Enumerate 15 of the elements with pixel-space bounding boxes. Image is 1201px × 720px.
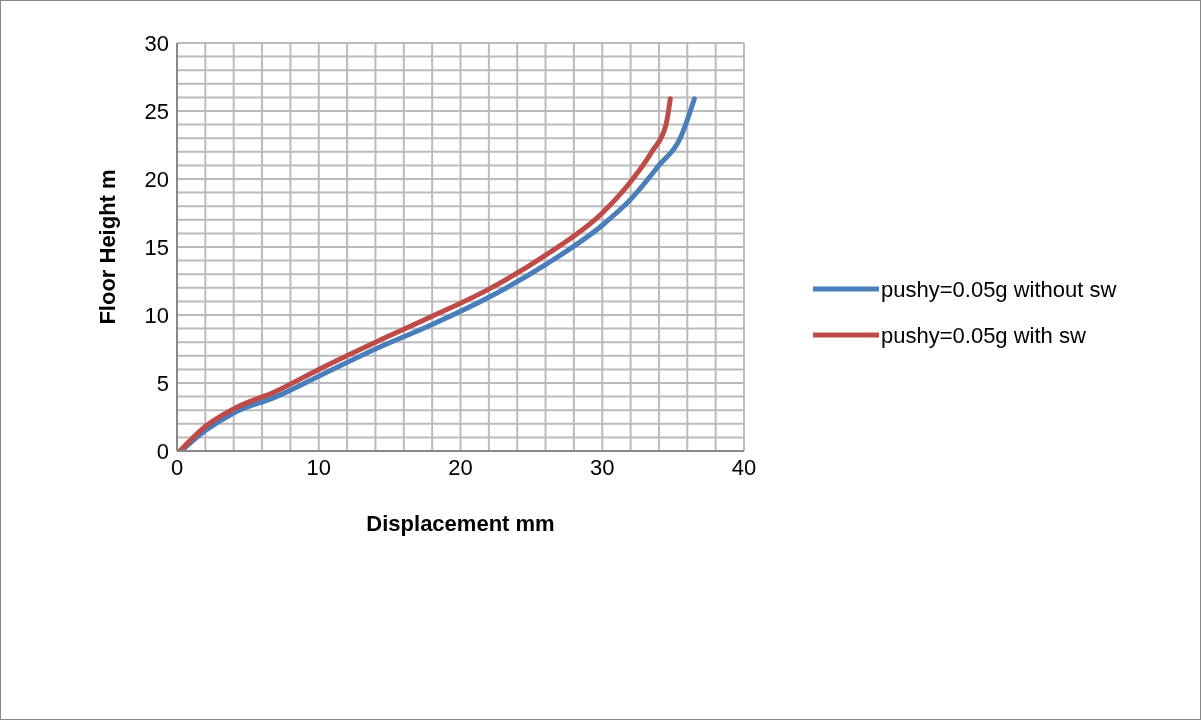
- y-tick-label: 15: [144, 234, 169, 260]
- x-tick-label: 10: [306, 454, 331, 480]
- y-tick-label: 20: [144, 166, 169, 192]
- x-tick-label: 20: [448, 454, 473, 480]
- y-tick-label: 5: [156, 370, 169, 396]
- y-tick-label: 10: [144, 302, 169, 328]
- y-tick-label: 25: [144, 98, 169, 124]
- legend-label: pushy=0.05g without sw: [881, 276, 1118, 304]
- legend-label: pushy=0.05g with sw: [881, 322, 1087, 350]
- y-tick-label: 30: [144, 30, 169, 56]
- x-tick-label: 30: [590, 454, 615, 480]
- y-axis-title: Floor Height m: [94, 169, 120, 325]
- y-tick-label: 0: [156, 438, 169, 464]
- x-tick-label: 40: [731, 454, 757, 480]
- x-axis-title: Displacement mm: [366, 511, 555, 536]
